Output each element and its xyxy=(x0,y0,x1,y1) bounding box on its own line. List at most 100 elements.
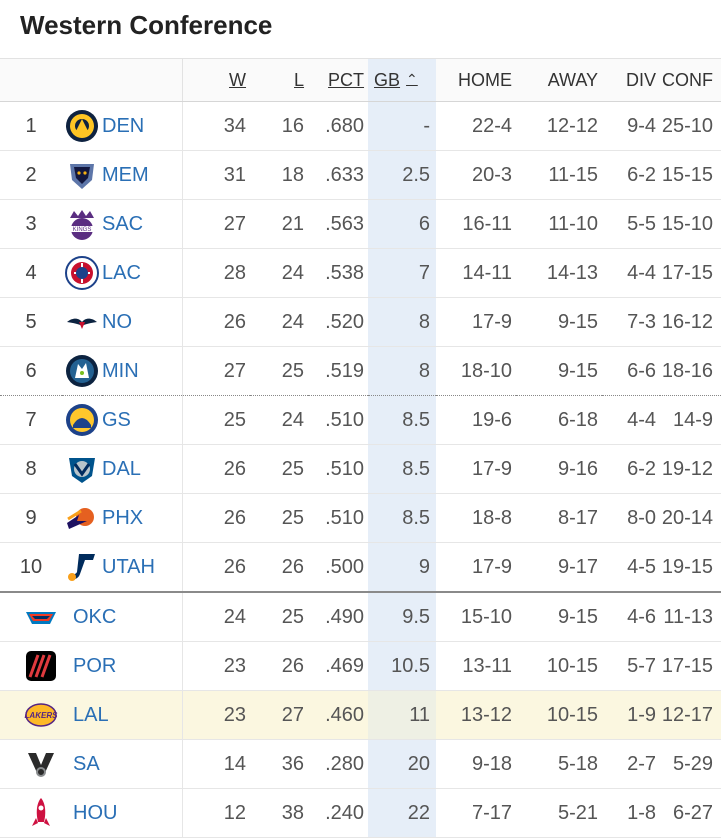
team-name-cell[interactable]: GS xyxy=(102,395,183,445)
team-logo xyxy=(62,248,102,298)
table-row[interactable]: 5 NO 26 24.520 8 17-9 9-15 7-3 16-12 xyxy=(0,297,721,347)
team-logo xyxy=(62,101,102,151)
pct-cell: .510 xyxy=(308,395,369,445)
home-cell: 17-9 xyxy=(436,444,517,494)
team-link[interactable]: SAC xyxy=(102,212,144,235)
team-name-cell[interactable]: LAL xyxy=(62,690,183,740)
away-cell: 12-12 xyxy=(516,101,603,151)
team-link[interactable]: UTAH xyxy=(102,555,155,578)
team-logo: LAKERS xyxy=(0,690,62,740)
table-row[interactable]: 8 DAL 26 25.510 8.5 17-9 9-16 6-2 19-12 xyxy=(0,444,721,494)
table-row[interactable]: 2 MEM 31 18.633 2.5 20-3 11-15 6-2 15-15 xyxy=(0,150,721,200)
gb-cell: 9 xyxy=(368,542,437,593)
div-cell: 6-2 xyxy=(602,150,661,200)
team-link[interactable]: LAC xyxy=(102,261,141,284)
losses-cell: 25 xyxy=(250,592,309,642)
conf-cell: 14-9 xyxy=(660,395,721,445)
team-link[interactable]: HOU xyxy=(73,801,118,824)
table-row[interactable]: 4 LAC 28 24.538 7 14-11 14-13 4-4 17-15 xyxy=(0,248,721,298)
header-pct[interactable]: PCT xyxy=(308,58,369,102)
table-row[interactable]: HOU 12 38.240 22 7-17 5-21 1-8 6-27 xyxy=(0,788,721,838)
team-name-cell[interactable]: SA xyxy=(62,739,183,789)
team-link[interactable]: LAL xyxy=(73,703,109,726)
div-cell: 5-7 xyxy=(602,641,661,691)
table-row[interactable]: 6 MIN 27 25.519 8 18-10 9-15 6-6 18-16 xyxy=(0,346,721,396)
header-gb[interactable]: GB ⌃ xyxy=(368,58,437,102)
rank-cell: 4 xyxy=(0,248,62,298)
team-name-cell[interactable]: OKC xyxy=(62,592,183,642)
wins-cell: 26 xyxy=(182,542,251,593)
team-name-cell[interactable]: SAC xyxy=(102,199,183,249)
home-cell: 22-4 xyxy=(436,101,517,151)
pct-cell: .280 xyxy=(308,739,369,789)
table-row[interactable]: SA 14 36.280 20 9-18 5-18 2-7 5-29 xyxy=(0,739,721,789)
conf-cell: 20-14 xyxy=(660,493,721,543)
gb-cell: 6 xyxy=(368,199,437,249)
header-w[interactable]: W xyxy=(182,58,251,102)
team-link[interactable]: MIN xyxy=(102,359,139,382)
team-link[interactable]: OKC xyxy=(73,605,117,628)
pct-cell: .520 xyxy=(308,297,369,347)
conf-cell: 19-15 xyxy=(660,542,721,593)
header-l[interactable]: L xyxy=(250,58,309,102)
team-name-cell[interactable]: DEN xyxy=(102,101,183,151)
away-cell: 9-17 xyxy=(516,542,603,593)
team-name-cell[interactable]: MIN xyxy=(102,346,183,396)
team-name-cell[interactable]: DAL xyxy=(102,444,183,494)
table-row[interactable]: POR 23 26.469 10.5 13-11 10-15 5-7 17-15 xyxy=(0,641,721,691)
wins-cell: 23 xyxy=(182,641,251,691)
team-link[interactable]: MEM xyxy=(102,163,149,186)
header-row: W L PCT GB ⌃ HOME AWAY DIV CONF xyxy=(0,58,721,102)
team-link[interactable]: POR xyxy=(73,654,117,677)
team-logo xyxy=(62,395,102,445)
team-link[interactable]: SA xyxy=(73,752,100,775)
losses-cell: 36 xyxy=(250,739,309,789)
team-link[interactable]: DEN xyxy=(102,114,145,137)
gb-cell: 8 xyxy=(368,297,437,347)
team-name-cell[interactable]: POR xyxy=(62,641,183,691)
table-row[interactable]: LAKERS LAL 23 27.460 11 13-12 10-15 1-9 12-17 xyxy=(0,690,721,740)
team-link[interactable]: GS xyxy=(102,408,131,431)
conf-cell: 15-10 xyxy=(660,199,721,249)
div-cell: 1-8 xyxy=(602,788,661,838)
team-logo xyxy=(62,346,102,396)
team-name-cell[interactable]: MEM xyxy=(102,150,183,200)
wins-cell: 28 xyxy=(182,248,251,298)
sort-arrow-icon: ⌃ xyxy=(406,70,418,87)
table-row[interactable]: 10 UTAH 26 26.500 9 17-9 9-17 4-5 19-15 xyxy=(0,542,721,593)
header-div: DIV xyxy=(602,58,661,102)
team-name-cell[interactable]: NO xyxy=(102,297,183,347)
table-row[interactable]: 9 PHX 26 25.510 8.5 18-8 8-17 8-0 20-14 xyxy=(0,493,721,543)
conf-cell: 11-13 xyxy=(660,592,721,642)
team-link[interactable]: NO xyxy=(102,310,132,333)
conf-cell: 17-15 xyxy=(660,248,721,298)
conf-cell: 18-16 xyxy=(660,346,721,396)
pct-cell: .633 xyxy=(308,150,369,200)
table-row[interactable]: 3 KINGS SAC 27 21.563 6 16-11 11-10 5-5 15-10 xyxy=(0,199,721,249)
losses-cell: 18 xyxy=(250,150,309,200)
team-header xyxy=(0,58,183,102)
team-name-cell[interactable]: LAC xyxy=(102,248,183,298)
team-link[interactable]: DAL xyxy=(102,457,141,480)
header-conf: CONF xyxy=(660,58,721,102)
losses-cell: 16 xyxy=(250,101,309,151)
table-row[interactable]: 1 DEN 34 16.680-22-4 12-12 9-4 25-10 xyxy=(0,101,721,151)
suns-logo-icon xyxy=(65,501,99,535)
table-row[interactable]: 7 GS 25 24.510 8.5 19-6 6-18 4-4 14-9 xyxy=(0,395,721,445)
losses-cell: 25 xyxy=(250,444,309,494)
table-row[interactable]: OKC 24 25.490 9.5 15-10 9-15 4-6 11-13 xyxy=(0,592,721,642)
team-link[interactable]: PHX xyxy=(102,506,144,529)
conf-cell: 17-15 xyxy=(660,641,721,691)
svg-text:KINGS: KINGS xyxy=(73,227,92,233)
team-name-cell[interactable]: HOU xyxy=(62,788,183,838)
home-cell: 17-9 xyxy=(436,297,517,347)
svg-text:LAKERS: LAKERS xyxy=(25,711,58,720)
pelicans-logo-icon xyxy=(65,305,99,339)
team-name-cell[interactable]: PHX xyxy=(102,493,183,543)
pct-cell: .563 xyxy=(308,199,369,249)
pct-cell: .240 xyxy=(308,788,369,838)
wins-cell: 25 xyxy=(182,395,251,445)
pct-cell: .490 xyxy=(308,592,369,642)
team-name-cell[interactable]: UTAH xyxy=(102,542,183,593)
team-logo xyxy=(0,641,62,691)
